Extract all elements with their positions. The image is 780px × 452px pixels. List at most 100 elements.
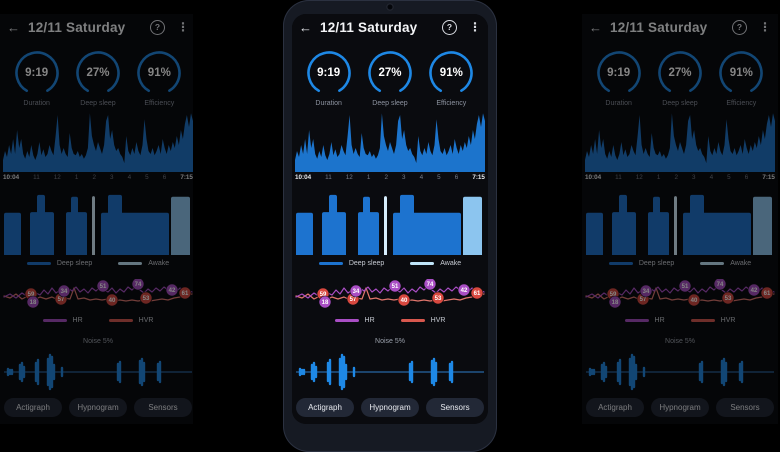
tab-sensors[interactable]: Sensors [426, 398, 484, 417]
legend-deep-sleep: Deep sleep [26, 260, 93, 267]
back-arrow-icon[interactable]: ← [7, 19, 20, 35]
gauge-ring: 91% [718, 50, 764, 96]
gauge-label: Duration [23, 100, 50, 107]
ring-arc [306, 51, 351, 95]
gauge-value: 91% [147, 67, 171, 79]
gauge-value: 9:19 [607, 67, 631, 79]
tab-hypnogram[interactable]: Hypnogram [361, 398, 419, 417]
axis-tick: 1 [74, 174, 79, 181]
ring-arc [658, 51, 702, 95]
gauge-efficiency: 91% Efficiency [131, 50, 187, 107]
svg-text:40: 40 [691, 298, 698, 304]
hvr-swatch [108, 319, 133, 322]
axis-tick: 3 [402, 174, 406, 181]
svg-text:53: 53 [143, 296, 150, 302]
axis-tick: 12 [635, 174, 643, 181]
noise-waveform-chart [4, 353, 192, 391]
date-title: 12/11 Saturday [610, 19, 708, 35]
svg-text:74: 74 [717, 282, 724, 288]
hr-swatch [624, 319, 649, 322]
tab-sensors[interactable]: Sensors [716, 398, 774, 417]
axis-tick: 2 [384, 174, 388, 181]
legend-label: HVR [720, 317, 736, 324]
gauge-ring: 9:19 [306, 50, 352, 96]
kebab-menu-icon[interactable]: ⋮ [469, 20, 481, 34]
ring-arc [368, 51, 412, 95]
tab-sensors[interactable]: Sensors [134, 398, 192, 417]
gauge-value: 91% [439, 67, 463, 79]
noise-waveform-chart [296, 353, 484, 391]
axis-tick: 1 [366, 174, 371, 181]
help-icon[interactable]: ? [732, 19, 747, 35]
axis-tick: 5 [437, 174, 441, 181]
svg-text:53: 53 [725, 296, 732, 302]
bottom-tabs: Actigraph Hypnogram Sensors [0, 398, 193, 417]
legend-awake: Awake [118, 260, 169, 267]
gauge-ring: 91% [428, 50, 474, 96]
kebab-menu-icon[interactable]: ⋮ [759, 20, 771, 34]
ring-arc [429, 51, 474, 95]
gauge-deep-sleep: 27% Deep sleep [362, 50, 418, 107]
svg-text:59: 59 [28, 292, 35, 298]
kebab-menu-icon[interactable]: ⋮ [177, 20, 189, 34]
axis-tick: 5 [727, 174, 731, 181]
legend-label: Awake [730, 260, 752, 267]
tab-hypnogram[interactable]: Hypnogram [69, 398, 127, 417]
gauge-duration: 9:19 Duration [9, 50, 65, 107]
tab-actigraph[interactable]: Actigraph [586, 398, 644, 417]
gauge-value: 9:19 [25, 67, 49, 79]
gauge-deep-sleep: 27% Deep sleep [70, 50, 126, 107]
axis-tick: 10:04 [295, 174, 312, 181]
svg-text:53: 53 [435, 296, 442, 302]
tab-hypnogram[interactable]: Hypnogram [651, 398, 709, 417]
deep-sleep-swatch [26, 262, 51, 265]
svg-text:34: 34 [61, 289, 68, 295]
axis-tick: 7:15 [762, 174, 775, 181]
svg-text:51: 51 [392, 284, 399, 290]
svg-text:59: 59 [610, 292, 617, 298]
app-header: ← 12/11 Saturday ? ⋮ [0, 16, 193, 38]
svg-text:42: 42 [751, 288, 758, 294]
gauge-duration: 9:19 Duration [301, 50, 357, 107]
axis-tick: 4 [419, 174, 424, 181]
axis-tick: 3 [692, 174, 696, 181]
awake-swatch [410, 262, 435, 265]
tab-actigraph[interactable]: Actigraph [4, 398, 62, 417]
legend-label: Deep sleep [638, 260, 675, 267]
hr-legend: HR HVR [0, 317, 193, 324]
sleep-app-screen: ← 12/11 Saturday ? ⋮ 9:19 Duration [582, 14, 778, 424]
svg-text:57: 57 [640, 297, 647, 303]
help-icon[interactable]: ? [150, 19, 165, 35]
hvr-swatch [400, 319, 425, 322]
svg-text:18: 18 [30, 300, 37, 306]
gauge-efficiency: 91% Efficiency [423, 50, 479, 107]
ring-arc [14, 51, 59, 95]
time-axis: 10:04 11 12 1 2 3 4 5 6 7:15 [292, 174, 488, 181]
back-arrow-icon[interactable]: ← [299, 19, 312, 35]
gauge-ring: 9:19 [14, 50, 60, 96]
app-header: ← 12/11 Saturday ? ⋮ [582, 16, 778, 38]
svg-text:74: 74 [427, 282, 434, 288]
tab-actigraph[interactable]: Actigraph [296, 398, 354, 417]
sleep-app-screen: ← 12/11 Saturday ? ⋮ 9:19 Duration [0, 14, 193, 424]
back-arrow-icon[interactable]: ← [589, 19, 602, 35]
help-icon[interactable]: ? [442, 19, 457, 35]
gauge-label: Deep sleep [372, 100, 408, 107]
legend-label: Deep sleep [56, 260, 93, 267]
svg-text:61: 61 [764, 291, 771, 297]
hr-legend: HR HVR [582, 317, 778, 324]
awake-swatch [118, 262, 143, 265]
gauge-ring: 27% [367, 50, 413, 96]
hr-legend: HR HVR [292, 317, 488, 324]
axis-tick: 4 [127, 174, 132, 181]
legend-label: HR [72, 317, 83, 324]
legend-hr: HR [42, 317, 83, 324]
cycles-legend: Deep sleep Awake [582, 260, 778, 267]
legend-label: HR [364, 317, 375, 324]
svg-text:57: 57 [58, 297, 65, 303]
legend-awake: Awake [410, 260, 461, 267]
svg-text:61: 61 [182, 291, 189, 297]
date-title: 12/11 Saturday [28, 19, 126, 35]
svg-text:57: 57 [350, 297, 357, 303]
svg-text:40: 40 [109, 298, 116, 304]
